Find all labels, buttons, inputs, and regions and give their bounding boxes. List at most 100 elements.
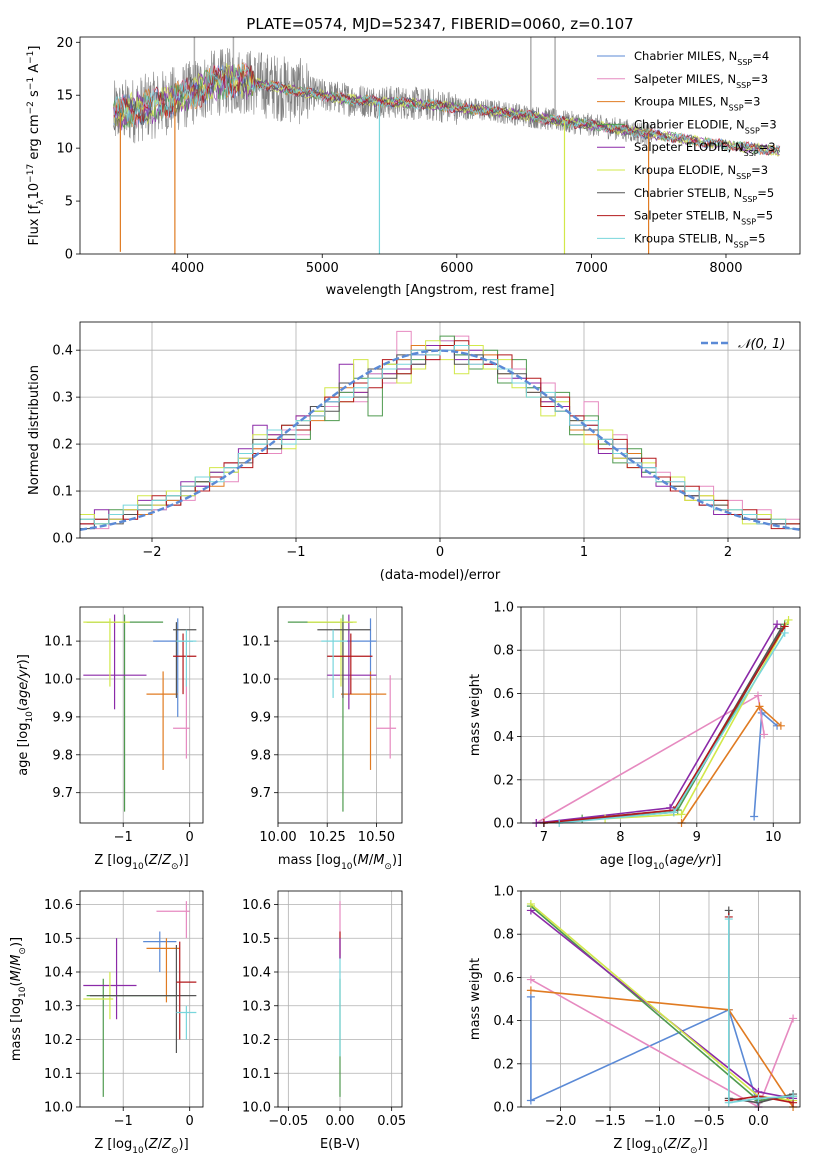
x-axis-label-part: / bbox=[677, 1137, 682, 1152]
y-axis-label-part: M bbox=[9, 970, 24, 981]
y-tick-label: 0.8 bbox=[493, 644, 514, 659]
axes-frame bbox=[79, 606, 204, 824]
legend-label-text: Chabrier STELIB, N bbox=[634, 186, 742, 200]
ticks: −1 0 9.7 9.8 9.9 10.0 10.1 bbox=[44, 635, 194, 845]
histogram-step-line bbox=[80, 345, 800, 530]
y-tick-label: 1.0 bbox=[493, 885, 514, 900]
x-tick-label: 0 bbox=[186, 830, 194, 845]
weight-point-marker bbox=[724, 1098, 733, 1107]
x-tick-label: −1 bbox=[114, 830, 133, 845]
legend-label-suffix: =5 bbox=[757, 186, 774, 200]
legend-label-suffix: =4 bbox=[752, 49, 769, 63]
x-axis-label-part: Z bbox=[667, 1137, 678, 1152]
legend-label: Salpeter ELODIE, NSSP=3 bbox=[634, 140, 776, 158]
ticks: 7 8 9 10 0.0 0.2 0.4 0.6 0.8 1.0 bbox=[493, 601, 781, 846]
weight-series-line bbox=[530, 996, 760, 1108]
x-axis-label: E(B-V) bbox=[320, 1137, 360, 1152]
x-axis-label-part: 10 bbox=[651, 1146, 663, 1156]
x-axis-label-part: 10 bbox=[341, 862, 353, 872]
x-axis-label-part: ⊙ bbox=[384, 862, 392, 872]
y-tick-label: 0.0 bbox=[52, 532, 73, 547]
x-axis-label-part: Z bbox=[161, 1137, 172, 1152]
x-axis-label-part: mass [log bbox=[278, 853, 341, 868]
x-axis-label: Z [log10(Z/Z⊙)] bbox=[613, 1137, 707, 1156]
x-axis-label-part: Z bbox=[148, 1137, 159, 1152]
x-axis-label: wavelength [Angstrom, rest frame] bbox=[326, 283, 555, 298]
y-axis-label-part: mass [log bbox=[9, 998, 24, 1061]
y-tick-label: 10.3 bbox=[44, 999, 73, 1014]
x-axis-label-part: ⊙ bbox=[171, 1146, 179, 1156]
x-axis-label-part: ( bbox=[663, 1137, 668, 1152]
y-tick-label: 1.0 bbox=[493, 601, 514, 616]
weight-series-line bbox=[728, 910, 794, 1104]
y-axis-label-part: 10 bbox=[27, 183, 42, 200]
x-axis-label-part: )] bbox=[711, 853, 721, 868]
weight-series-line bbox=[536, 623, 778, 824]
model-spectrum-line bbox=[113, 63, 781, 156]
x-tick-label: 6000 bbox=[440, 261, 473, 276]
age-vs-metallicity-panel: −1 09.79.89.910.010.1Z [log10(Z/Z⊙)]age [… bbox=[16, 606, 204, 872]
mass-weight-vs-metallicity-panel: −2.0 −1.5 −1.0 −0.5 0.0 0.0 0.2 0.4 0.6 0.8 1.0 Z [… bbox=[468, 885, 801, 1156]
y-tick-label: 0.1 bbox=[52, 485, 73, 500]
x-axis-label: age [log10(age/yr)] bbox=[600, 853, 722, 872]
x-tick-label: −0.05 bbox=[268, 1114, 308, 1129]
x-axis-label-part: ( bbox=[144, 1137, 149, 1152]
x-axis-label-part: 10 bbox=[132, 862, 144, 872]
x-axis-label-part: / bbox=[158, 853, 163, 868]
legend-label-sub: SSP bbox=[736, 80, 751, 89]
weight-series-line bbox=[582, 623, 786, 820]
y-axis-label: age [log10(age/yr)] bbox=[16, 654, 35, 776]
x-axis-label-part: 10 bbox=[132, 1146, 144, 1156]
y-tick-label: 10.1 bbox=[242, 635, 271, 650]
y-tick-label: 10.1 bbox=[242, 1067, 271, 1082]
y-tick-label: 9.9 bbox=[250, 710, 271, 725]
legend-label-suffix: =3 bbox=[751, 72, 768, 86]
axes-frame bbox=[79, 36, 801, 255]
x-tick-label: 1 bbox=[580, 545, 588, 560]
x-axis-label-part: Z [log bbox=[613, 1137, 651, 1152]
x-axis-label-part: ( bbox=[353, 853, 358, 868]
x-axis-label-part: / bbox=[158, 1137, 163, 1152]
y-tick-label: 10.0 bbox=[44, 673, 73, 688]
y-tick-label: 0.6 bbox=[493, 971, 514, 986]
legend-label-sub: SSP bbox=[741, 217, 756, 226]
legend-label-sub: SSP bbox=[736, 172, 751, 181]
weight-series-line bbox=[543, 628, 782, 824]
weight-series-line bbox=[543, 625, 786, 824]
x-axis-label: Z [log10(Z/Z⊙)] bbox=[94, 1137, 188, 1156]
y-axis-label-part: −1 bbox=[26, 77, 36, 90]
x-axis-label-part: M bbox=[373, 853, 384, 868]
weight-point-marker bbox=[526, 899, 535, 908]
weight-point-marker bbox=[784, 615, 793, 624]
x-tick-label: 5000 bbox=[306, 261, 339, 276]
weight-point-marker bbox=[750, 812, 759, 821]
y-axis-label-part: )] bbox=[9, 937, 24, 947]
y-axis-label-part: )] bbox=[16, 654, 31, 664]
grid-lines bbox=[277, 607, 402, 823]
legend-label: Salpeter MILES, NSSP=3 bbox=[634, 72, 768, 90]
x-tick-label: 7000 bbox=[575, 261, 608, 276]
legend-label: Kroupa ELODIE, NSSP=3 bbox=[634, 163, 768, 181]
x-tick-label: −2 bbox=[142, 545, 161, 560]
legend-label: Chabrier ELODIE, NSSP=3 bbox=[634, 117, 777, 135]
x-tick-label: 8000 bbox=[709, 261, 742, 276]
ticks: 4000 5000 6000 7000 8000 0 5 10 15 20 bbox=[56, 36, 742, 276]
y-axis-label-part: 10 bbox=[18, 986, 28, 998]
error-bar-points bbox=[83, 901, 197, 1097]
y-axis-label-part: ( bbox=[9, 981, 24, 986]
ticks: 10.00 10.25 10.50 9.7 9.8 9.9 10.0 10.1 bbox=[242, 635, 395, 845]
y-tick-label: 10.2 bbox=[242, 1033, 271, 1048]
y-axis-label-part: ] bbox=[27, 46, 42, 51]
spectrum-plot-area bbox=[113, 37, 781, 254]
legend-label-sub: SSP bbox=[737, 58, 752, 67]
y-axis-label-part: Flux [f bbox=[27, 204, 42, 245]
x-axis-label-part: ⊙ bbox=[171, 862, 179, 872]
y-tick-label: 0.0 bbox=[493, 817, 514, 832]
legend-label-text: Kroupa STELIB, N bbox=[634, 231, 734, 245]
weight-series-line bbox=[530, 909, 794, 1100]
figure-title: PLATE=0574, MJD=52347, FIBERID=0060, z=0… bbox=[246, 15, 633, 33]
x-tick-label: −1.0 bbox=[644, 1114, 676, 1129]
legend-label: 𝒩(0, 1) bbox=[738, 337, 785, 352]
mass-vs-extinction-panel: −0.05 0.00 0.05 10.0 10.1 10.2 10.3 10.4 10.5 10.… bbox=[242, 890, 406, 1152]
